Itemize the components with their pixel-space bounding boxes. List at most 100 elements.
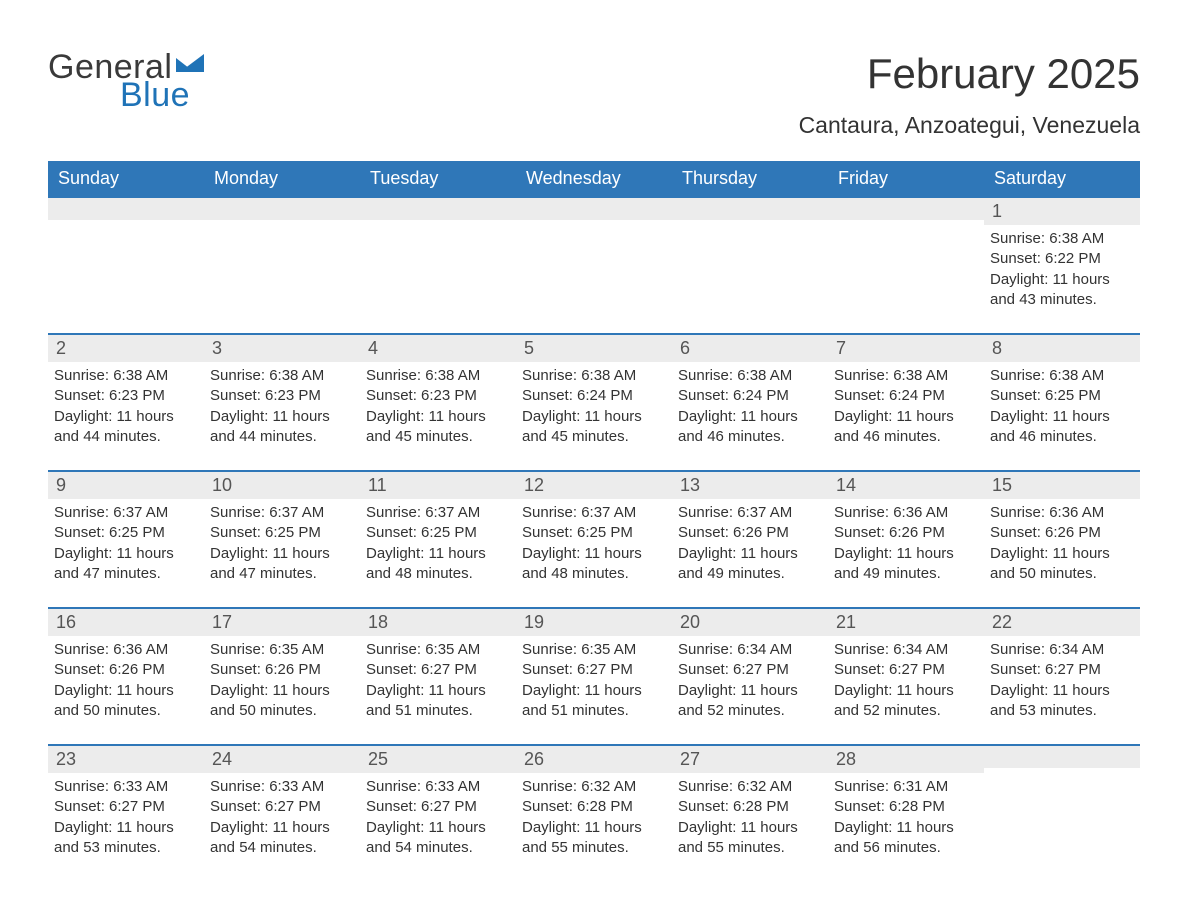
calendar-day: 17Sunrise: 6:35 AMSunset: 6:26 PMDayligh… [204,609,360,744]
day-body: Sunrise: 6:34 AMSunset: 6:27 PMDaylight:… [828,636,984,721]
calendar-day: 11Sunrise: 6:37 AMSunset: 6:25 PMDayligh… [360,472,516,607]
calendar-week: 16Sunrise: 6:36 AMSunset: 6:26 PMDayligh… [48,607,1140,744]
daylight-line: Daylight: 11 hours and 50 minutes. [990,544,1134,585]
daylight-line: Daylight: 11 hours and 51 minutes. [522,681,666,722]
day-number: 6 [672,335,828,362]
sunrise-line: Sunrise: 6:33 AM [210,777,354,797]
daylight-line: Daylight: 11 hours and 51 minutes. [366,681,510,722]
calendar-day: 13Sunrise: 6:37 AMSunset: 6:26 PMDayligh… [672,472,828,607]
calendar-day: 15Sunrise: 6:36 AMSunset: 6:26 PMDayligh… [984,472,1140,607]
sunset-line: Sunset: 6:25 PM [522,523,666,543]
day-body: Sunrise: 6:38 AMSunset: 6:24 PMDaylight:… [516,362,672,447]
sunset-line: Sunset: 6:28 PM [834,797,978,817]
day-number: 27 [672,746,828,773]
day-number: 9 [48,472,204,499]
sunrise-line: Sunrise: 6:33 AM [54,777,198,797]
calendar-day: 25Sunrise: 6:33 AMSunset: 6:27 PMDayligh… [360,746,516,881]
day-body: Sunrise: 6:31 AMSunset: 6:28 PMDaylight:… [828,773,984,858]
calendar-day-empty [360,198,516,333]
day-body: Sunrise: 6:32 AMSunset: 6:28 PMDaylight:… [672,773,828,858]
daylight-line: Daylight: 11 hours and 43 minutes. [990,270,1134,311]
day-body: Sunrise: 6:38 AMSunset: 6:24 PMDaylight:… [828,362,984,447]
day-body [48,220,204,224]
sunset-line: Sunset: 6:23 PM [54,386,198,406]
day-body: Sunrise: 6:36 AMSunset: 6:26 PMDaylight:… [48,636,204,721]
day-body: Sunrise: 6:35 AMSunset: 6:27 PMDaylight:… [516,636,672,721]
day-body: Sunrise: 6:35 AMSunset: 6:26 PMDaylight:… [204,636,360,721]
day-number: 5 [516,335,672,362]
calendar: Sunday Monday Tuesday Wednesday Thursday… [48,161,1140,881]
daylight-line: Daylight: 11 hours and 44 minutes. [210,407,354,448]
day-number: 1 [984,198,1140,225]
sunrise-line: Sunrise: 6:34 AM [678,640,822,660]
day-number: 10 [204,472,360,499]
daylight-line: Daylight: 11 hours and 45 minutes. [522,407,666,448]
sunrise-line: Sunrise: 6:36 AM [54,640,198,660]
daylight-line: Daylight: 11 hours and 55 minutes. [522,818,666,859]
sunset-line: Sunset: 6:24 PM [834,386,978,406]
sunset-line: Sunset: 6:26 PM [678,523,822,543]
day-body: Sunrise: 6:37 AMSunset: 6:25 PMDaylight:… [516,499,672,584]
calendar-day-empty [828,198,984,333]
calendar-day: 3Sunrise: 6:38 AMSunset: 6:23 PMDaylight… [204,335,360,470]
daylight-line: Daylight: 11 hours and 54 minutes. [366,818,510,859]
calendar-week: 9Sunrise: 6:37 AMSunset: 6:25 PMDaylight… [48,470,1140,607]
calendar-day-empty [48,198,204,333]
day-number [516,198,672,220]
sunrise-line: Sunrise: 6:38 AM [834,366,978,386]
sunrise-line: Sunrise: 6:38 AM [990,366,1134,386]
weeks-container: 1Sunrise: 6:38 AMSunset: 6:22 PMDaylight… [48,198,1140,881]
day-number: 4 [360,335,516,362]
sunset-line: Sunset: 6:27 PM [366,797,510,817]
sunset-line: Sunset: 6:25 PM [990,386,1134,406]
day-body: Sunrise: 6:36 AMSunset: 6:26 PMDaylight:… [984,499,1140,584]
daylight-line: Daylight: 11 hours and 54 minutes. [210,818,354,859]
day-number [48,198,204,220]
day-body: Sunrise: 6:34 AMSunset: 6:27 PMDaylight:… [672,636,828,721]
day-number: 19 [516,609,672,636]
sunset-line: Sunset: 6:27 PM [54,797,198,817]
day-body: Sunrise: 6:33 AMSunset: 6:27 PMDaylight:… [204,773,360,858]
calendar-day: 18Sunrise: 6:35 AMSunset: 6:27 PMDayligh… [360,609,516,744]
daylight-line: Daylight: 11 hours and 46 minutes. [834,407,978,448]
sunrise-line: Sunrise: 6:38 AM [522,366,666,386]
sunrise-line: Sunrise: 6:38 AM [366,366,510,386]
day-body: Sunrise: 6:33 AMSunset: 6:27 PMDaylight:… [48,773,204,858]
calendar-week: 1Sunrise: 6:38 AMSunset: 6:22 PMDaylight… [48,198,1140,333]
day-body: Sunrise: 6:33 AMSunset: 6:27 PMDaylight:… [360,773,516,858]
day-body: Sunrise: 6:32 AMSunset: 6:28 PMDaylight:… [516,773,672,858]
daylight-line: Daylight: 11 hours and 48 minutes. [522,544,666,585]
day-body: Sunrise: 6:37 AMSunset: 6:25 PMDaylight:… [204,499,360,584]
daylight-line: Daylight: 11 hours and 50 minutes. [54,681,198,722]
day-number: 28 [828,746,984,773]
sunset-line: Sunset: 6:22 PM [990,249,1134,269]
day-number: 22 [984,609,1140,636]
day-number: 14 [828,472,984,499]
calendar-day: 21Sunrise: 6:34 AMSunset: 6:27 PMDayligh… [828,609,984,744]
calendar-day: 14Sunrise: 6:36 AMSunset: 6:26 PMDayligh… [828,472,984,607]
calendar-day-empty [516,198,672,333]
sunrise-line: Sunrise: 6:33 AM [366,777,510,797]
day-number: 12 [516,472,672,499]
sunset-line: Sunset: 6:24 PM [678,386,822,406]
daylight-line: Daylight: 11 hours and 52 minutes. [678,681,822,722]
daylight-line: Daylight: 11 hours and 52 minutes. [834,681,978,722]
day-number: 7 [828,335,984,362]
calendar-day: 1Sunrise: 6:38 AMSunset: 6:22 PMDaylight… [984,198,1140,333]
calendar-day-empty [204,198,360,333]
calendar-day: 16Sunrise: 6:36 AMSunset: 6:26 PMDayligh… [48,609,204,744]
day-number: 15 [984,472,1140,499]
sunset-line: Sunset: 6:25 PM [54,523,198,543]
dow-tuesday: Tuesday [360,161,516,198]
sunrise-line: Sunrise: 6:38 AM [678,366,822,386]
day-of-week-header: Sunday Monday Tuesday Wednesday Thursday… [48,161,1140,198]
day-number: 13 [672,472,828,499]
daylight-line: Daylight: 11 hours and 50 minutes. [210,681,354,722]
calendar-day: 2Sunrise: 6:38 AMSunset: 6:23 PMDaylight… [48,335,204,470]
dow-friday: Friday [828,161,984,198]
day-number: 18 [360,609,516,636]
sunrise-line: Sunrise: 6:34 AM [990,640,1134,660]
day-body: Sunrise: 6:38 AMSunset: 6:22 PMDaylight:… [984,225,1140,310]
day-body [360,220,516,224]
calendar-day: 28Sunrise: 6:31 AMSunset: 6:28 PMDayligh… [828,746,984,881]
